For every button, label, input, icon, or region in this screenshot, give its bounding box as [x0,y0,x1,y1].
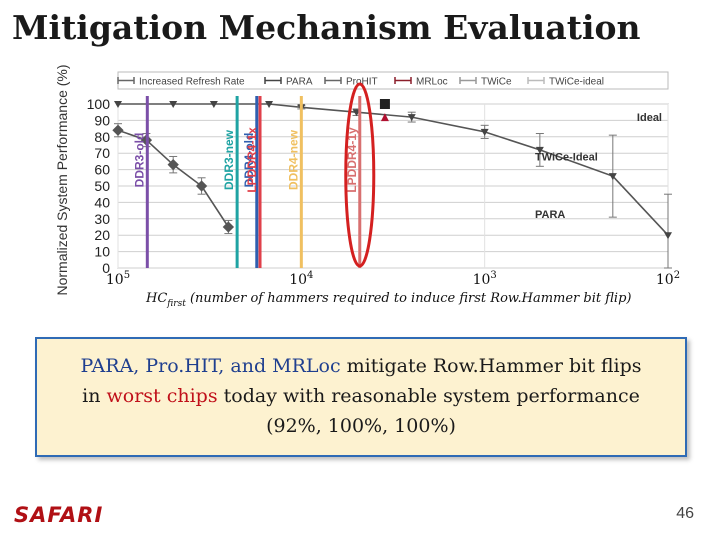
y-tick-label: 50 [94,178,110,194]
legend-entry: TWiCe-ideal [549,77,604,88]
x-tick-label: 102 [656,270,680,288]
legend-entry: MRLoc [416,77,448,88]
annotation-ideal: Ideal [637,112,662,124]
y-axis-label: Normalized System Performance (%) [54,64,70,295]
y-tick-label: 100 [87,96,111,112]
data-point-triangle [664,232,672,240]
performance-chart: Increased Refresh Rate PARA ProHIT MRLoc TWi… [54,64,680,309]
safari-logo: SAFARI [14,503,104,527]
series-layer [112,99,672,269]
vline-label: LPDDR4-1x [245,127,259,193]
y-tick-label: 90 [94,112,110,128]
y-tick-label: 0 [102,260,110,276]
chart-legend: Increased Refresh Rate PARA ProHIT MRLoc TWi… [117,71,669,90]
callout-mechanisms: PARA, Pro.HIT, and MRLoc [80,355,341,377]
data-point-triangle [265,101,274,108]
data-point-triangle [608,173,617,181]
callout-line2-prefix: in [82,385,107,407]
vline-label: DDR3-new [222,129,236,190]
y-tick-label: 80 [94,129,110,145]
data-point-square [379,99,390,109]
vline-label: LPDDR4-1y [345,127,359,193]
y-tick-label: 30 [94,211,110,227]
annotations: Ideal TWiCe-Ideal PARA [535,112,662,221]
vline-label: DDR4-old [242,133,256,188]
y-tick-label: 70 [94,145,110,161]
data-point-triangle [407,114,416,122]
data-point-triangle [535,146,544,154]
x-ticks: 105 104 103 102 [106,270,680,288]
annotation-para: PARA [535,209,565,221]
data-point-triangle [480,128,489,136]
data-point-triangle-up [380,113,389,122]
legend-entry: ProHIT [346,77,378,88]
vline-label: DDR4-new [286,129,300,190]
y-tick-label: 60 [94,162,110,178]
annotation-twice-ideal: TWiCe-Ideal [535,151,598,163]
x-tick-label: 105 [106,270,130,288]
legend-entry: Increased Refresh Rate [139,77,245,88]
legend-entry: TWiCe [481,77,512,88]
highlight-circle [344,82,376,268]
page-number: 46 [676,505,694,522]
data-point-diamond [222,221,235,233]
data-point-triangle [169,101,178,108]
y-tick-label: 40 [94,194,110,210]
slide-title: Mitigation Mechanism Evaluation [12,8,641,47]
x-tick-label: 103 [473,270,497,288]
data-point-diamond [167,159,179,171]
conclusion-callout: PARA, Pro.HIT, and MRLoc mitigate Row.Ha… [35,337,687,457]
data-point-triangle [209,101,218,108]
callout-line1-rest: mitigate Row.Hammer bit flips [340,355,642,377]
x-tick-label: 104 [289,270,313,288]
y-tick-label: 20 [94,227,110,243]
callout-worst-chips: worst chips [106,385,218,407]
x-axis-label: HCfirst (number of hammers required to i… [145,291,631,309]
vline-label: DDR3-old [132,133,146,188]
data-point-diamond [112,124,124,136]
data-point-triangle [114,101,122,108]
callout-line3: (92%, 100%, 100%) [266,415,456,437]
data-point-diamond [195,180,208,192]
callout-line2-rest: today with reasonable system performance [217,385,640,407]
legend-entry: PARA [286,77,313,88]
y-tick-label: 10 [94,244,110,260]
